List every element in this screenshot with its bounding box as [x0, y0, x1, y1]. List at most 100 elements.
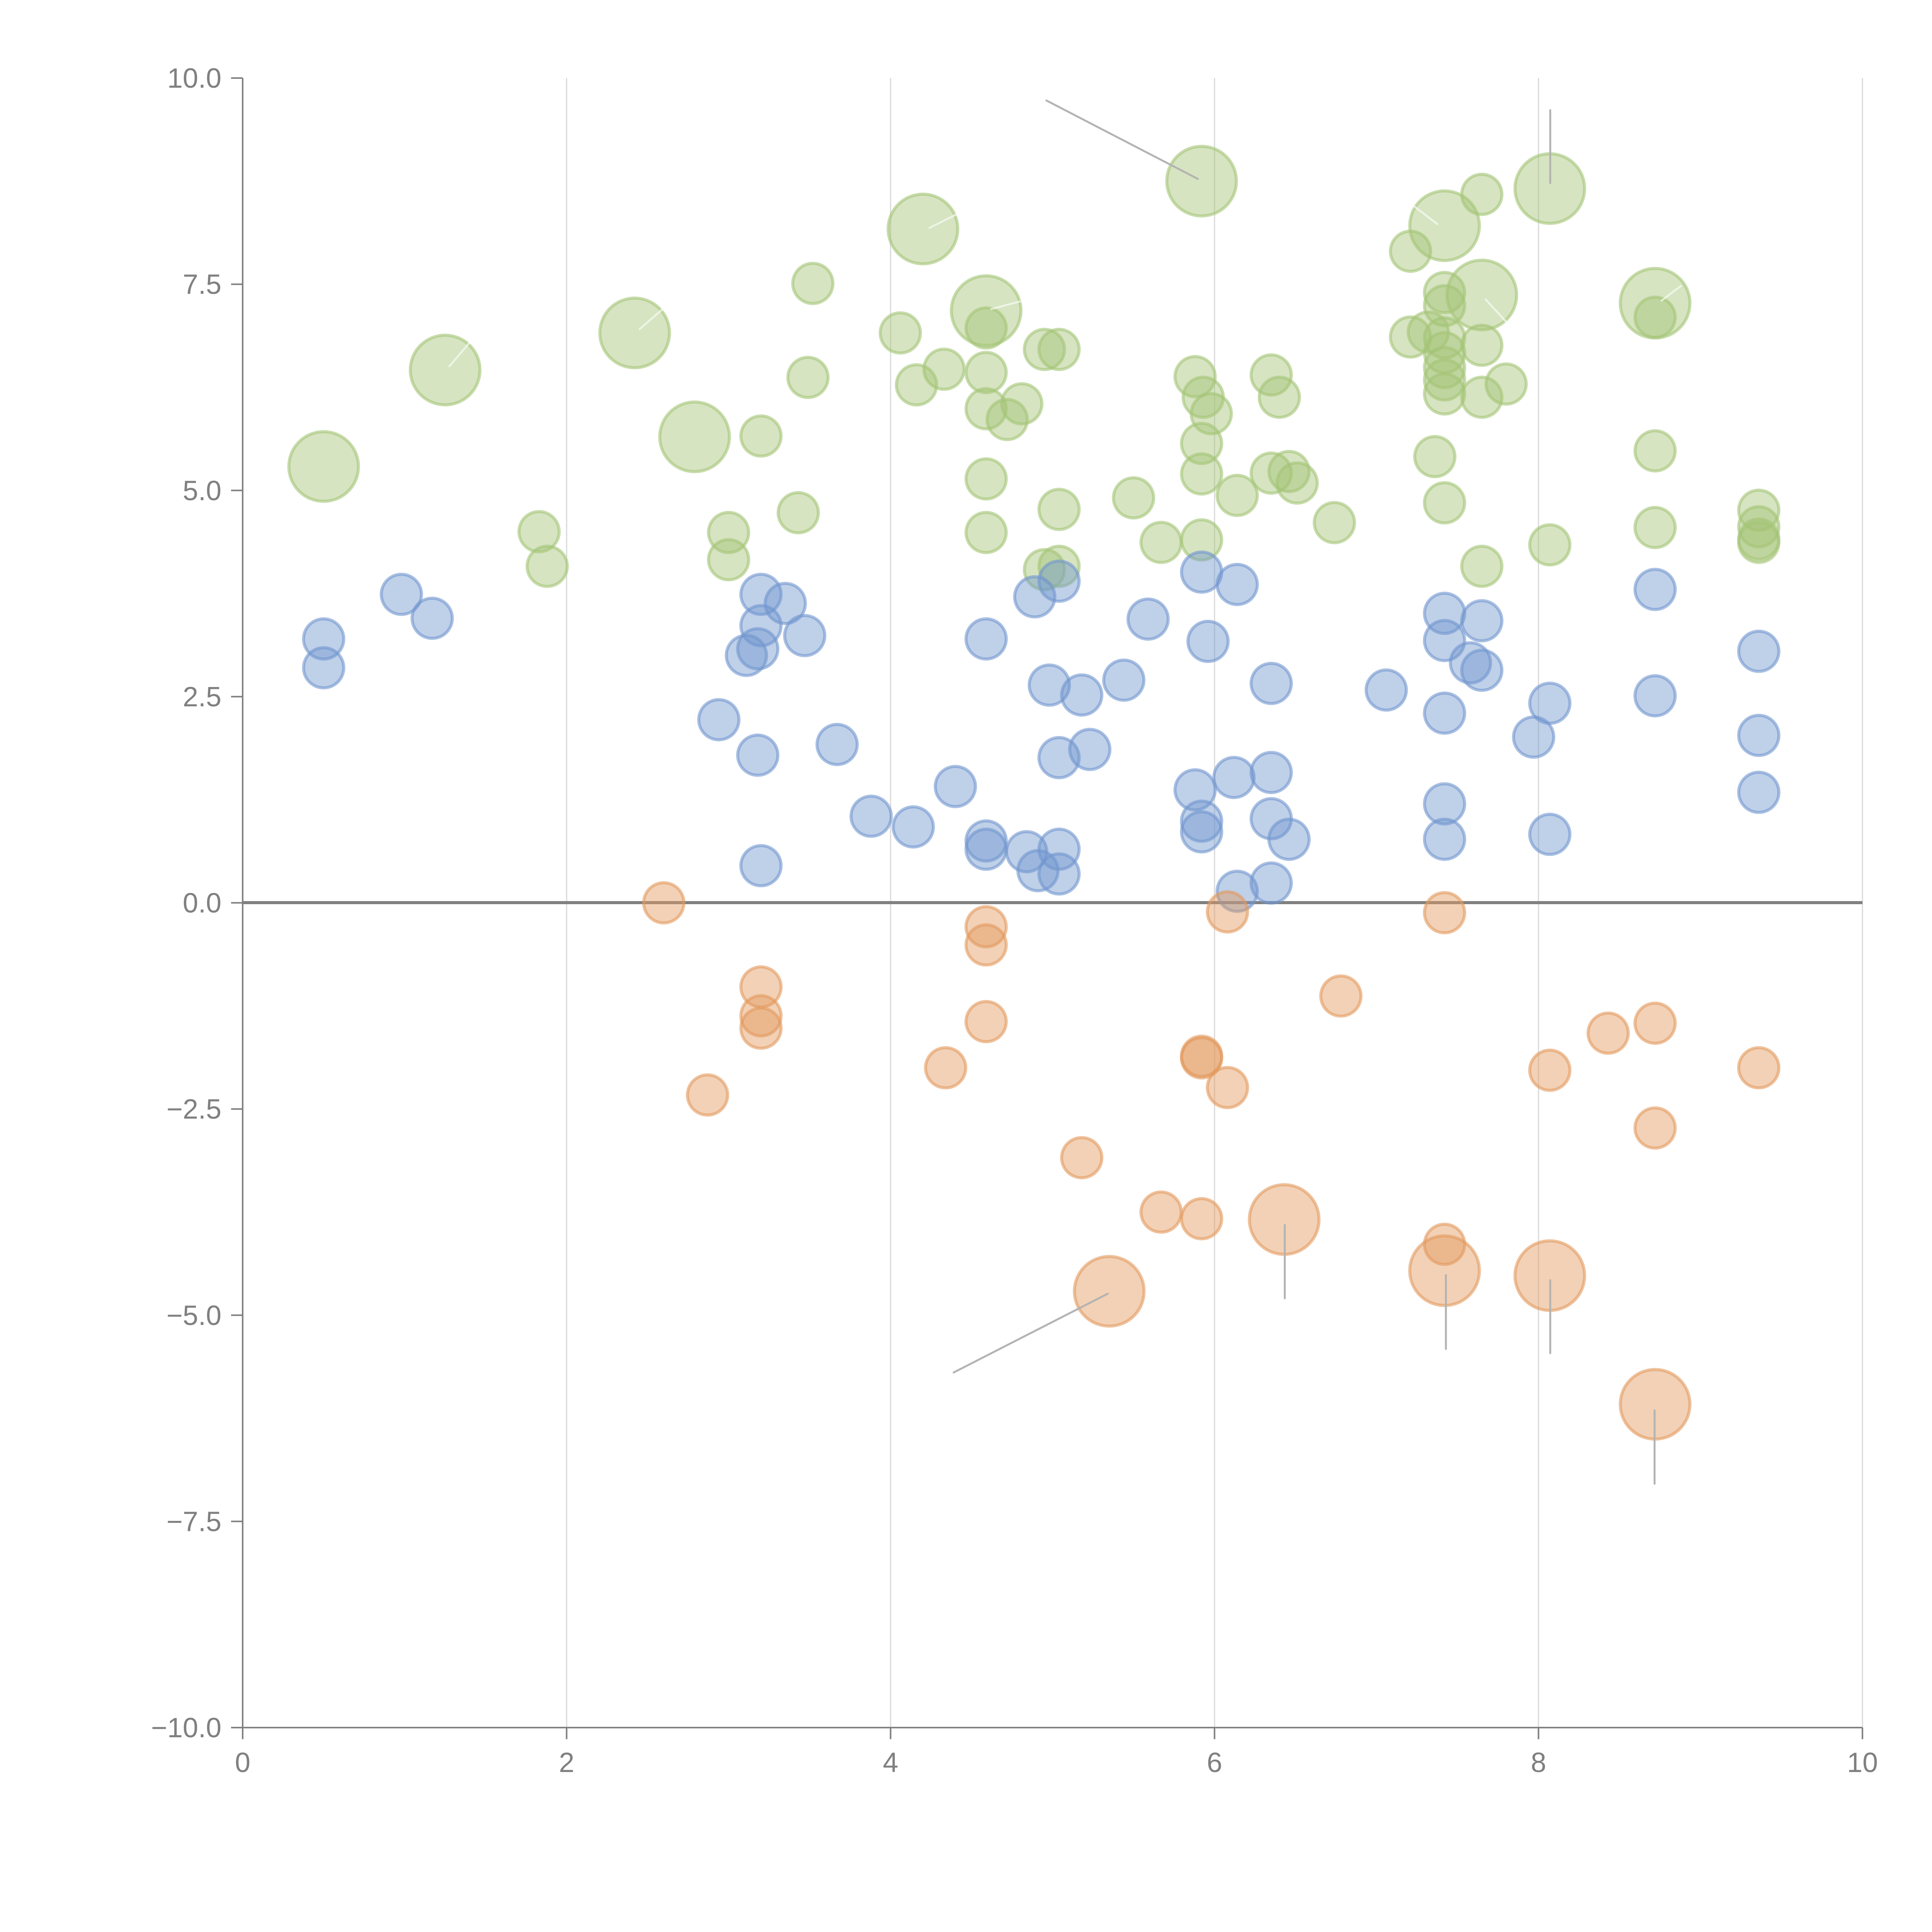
bubble-blue: [815, 723, 859, 766]
bubble-green: [879, 311, 922, 355]
bubble-orange: [642, 881, 685, 925]
y-tick-label: 2.5: [183, 682, 221, 713]
bubble-green: [408, 333, 482, 406]
bubble-green: [1737, 505, 1781, 549]
bubble-blue: [1060, 673, 1104, 717]
bubble-green: [1180, 518, 1223, 562]
bubble-green: [776, 491, 820, 534]
bubble-blue: [1186, 619, 1230, 663]
bubble-blue: [1180, 810, 1223, 854]
bubble-orange: [1633, 1106, 1677, 1150]
bubble-blue: [1102, 658, 1146, 702]
bubble-blue: [302, 646, 345, 690]
bubble-orange: [964, 923, 1008, 967]
bubble-green: [1023, 328, 1066, 371]
leader-line-white: [448, 342, 471, 367]
bubble-blue: [1528, 682, 1571, 725]
bubble-blue: [410, 597, 454, 640]
bubble-green: [1460, 323, 1503, 367]
x-tick-label: 8: [1531, 1747, 1546, 1778]
bubble-green: [1037, 488, 1081, 531]
x-tick-label: 4: [883, 1747, 898, 1778]
bubble-orange: [1737, 1046, 1781, 1090]
bubble-green: [1037, 544, 1081, 588]
bubble-green: [1180, 452, 1223, 496]
bubble-green: [1413, 435, 1457, 478]
bubble-green: [1484, 362, 1528, 406]
bubble-green: [1313, 501, 1356, 544]
bubble-blue: [739, 844, 783, 888]
ticks: 0 2 4 6 8 10 10.0 7.5 5.0 2.5 0.0 −2.5 −5.0 −7.5 −10.0: [151, 63, 1878, 1778]
bubble-green: [707, 538, 750, 582]
bubble-green: [1423, 271, 1466, 314]
bubble-green: [658, 400, 731, 473]
bubble-green: [1257, 376, 1301, 419]
bubble-blue: [1013, 575, 1056, 619]
bubble-blue: [1633, 568, 1677, 611]
bubble-orange: [1180, 1036, 1223, 1080]
x-tick-label: 10: [1847, 1747, 1878, 1778]
bubble-green: [786, 355, 830, 399]
bubble-orange: [1139, 1190, 1183, 1234]
leader-line-white: [1485, 298, 1508, 324]
bubble-orange: [1206, 890, 1249, 934]
bubble-green: [1276, 461, 1319, 505]
bubble-blue: [1460, 648, 1503, 692]
bubble-blue: [1460, 599, 1503, 643]
bubble-orange: [964, 1000, 1008, 1043]
series-orange: [642, 881, 1781, 1441]
bubble-orange: [1423, 1223, 1466, 1266]
bubble-orange: [1180, 1197, 1223, 1240]
bubble-blue: [1737, 629, 1781, 673]
leader-line-white: [990, 300, 1021, 310]
bubble-green: [1633, 506, 1677, 549]
bubble-green: [964, 511, 1008, 554]
bubble-blue: [1249, 662, 1293, 705]
bubble-green: [895, 363, 938, 406]
bubble-blue: [1423, 691, 1466, 735]
bubble-green: [1165, 145, 1238, 218]
bubble-blue: [849, 794, 893, 838]
x-tick-label: 6: [1207, 1747, 1222, 1778]
bubble-blue: [1737, 714, 1781, 757]
bubbles: [287, 145, 1781, 1441]
y-tick-label: −10.0: [151, 1713, 221, 1743]
y-tick-label: −2.5: [167, 1094, 221, 1125]
bubble-green: [964, 387, 1008, 430]
leader-line-white: [928, 213, 957, 229]
bubble-blue: [1267, 818, 1311, 861]
bubble-blue: [1126, 597, 1170, 641]
bubble-blue: [1027, 663, 1071, 707]
bubble-orange: [1408, 1234, 1481, 1307]
bubble-green: [739, 414, 783, 458]
bubble-green: [598, 296, 671, 369]
bubble-green: [1249, 451, 1293, 495]
bubble-orange: [1206, 1066, 1249, 1109]
bubble-green: [791, 262, 835, 305]
bubble-blue: [764, 582, 807, 625]
bubble-blue: [739, 573, 783, 616]
bubble-orange: [1423, 891, 1466, 935]
bubble-green: [1389, 230, 1432, 273]
bubble-green: [1423, 372, 1466, 416]
bubble-blue: [1215, 563, 1259, 606]
bubble-green: [1180, 422, 1223, 465]
bubble-green: [1460, 544, 1503, 588]
leader-line: [952, 1293, 1109, 1374]
bubble-green: [1000, 382, 1044, 426]
series-blue: [302, 550, 1781, 913]
bubble-blue: [934, 765, 977, 808]
bubble-green: [517, 510, 561, 553]
bubble-green: [964, 351, 1008, 394]
bubble-green: [1112, 476, 1155, 520]
bubble-blue: [379, 573, 423, 616]
bubble-green: [1460, 376, 1503, 419]
bubble-blue: [1364, 668, 1408, 712]
series-green: [287, 145, 1781, 592]
bubble-blue: [1212, 756, 1256, 799]
bubble-blue: [1037, 560, 1081, 603]
bubble-blue: [697, 698, 741, 742]
bubble-green: [1528, 523, 1571, 567]
bubble-green: [526, 544, 569, 588]
